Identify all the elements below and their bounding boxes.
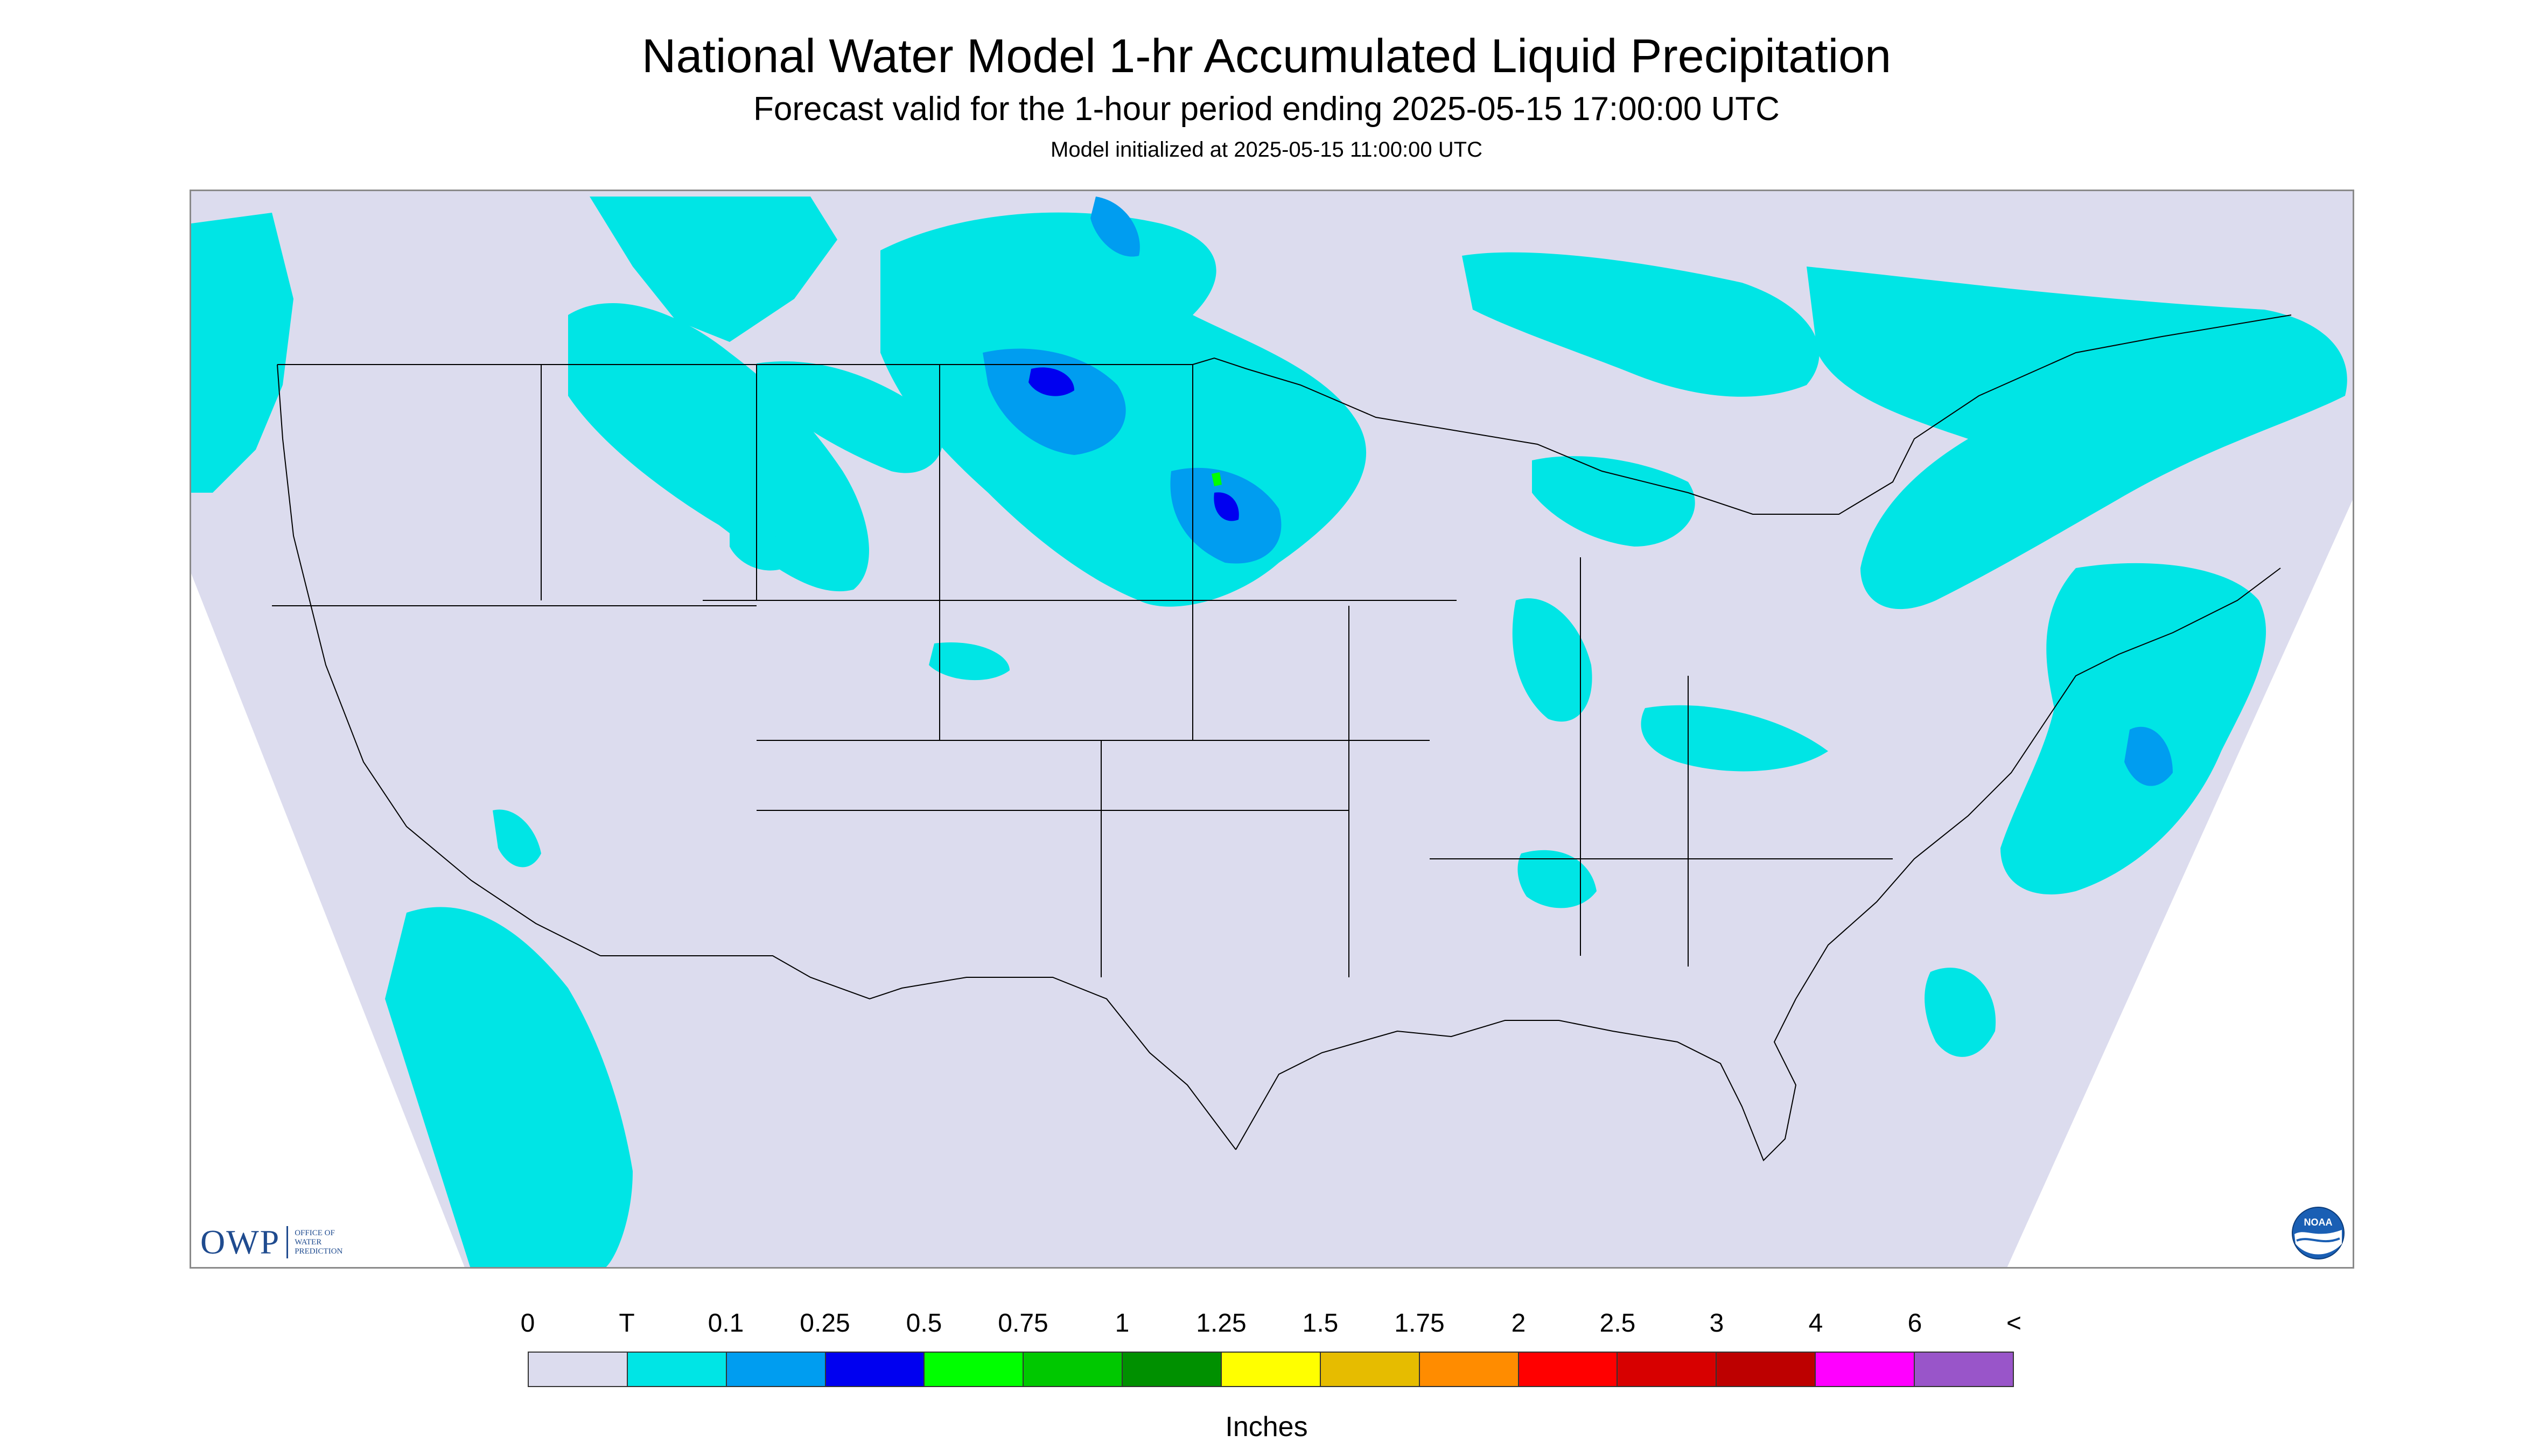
legend-label-9: 1.75 bbox=[1394, 1309, 1445, 1338]
legend-swatch-0 bbox=[529, 1353, 628, 1386]
legend-swatch-1 bbox=[627, 1353, 727, 1386]
precip-mississippi bbox=[1517, 850, 1597, 908]
precip-pacific-northwest bbox=[191, 213, 293, 493]
legend-swatch-12 bbox=[1717, 1353, 1816, 1386]
legend-label-2: 0.1 bbox=[708, 1309, 744, 1338]
precip-wyoming bbox=[730, 525, 794, 571]
precip-mn-max bbox=[1214, 492, 1239, 521]
pacific-coast bbox=[277, 364, 601, 956]
owp-logo: OWP Office of Water Prediction bbox=[200, 1222, 342, 1262]
political-boundaries bbox=[272, 314, 2292, 1161]
model-init-time: Model initialized at 2025-05-15 11:00:00… bbox=[1051, 138, 1482, 162]
legend-label-14: 6 bbox=[1907, 1309, 1922, 1338]
legend-swatch-10 bbox=[1519, 1353, 1618, 1386]
legend-label-7: 1.25 bbox=[1196, 1309, 1247, 1338]
atlantic-coast bbox=[1795, 568, 2281, 999]
legend-swatch-5 bbox=[1024, 1353, 1123, 1386]
legend-label-4: 0.5 bbox=[906, 1309, 942, 1338]
precip-alberta bbox=[590, 197, 837, 342]
legend-label-15: < bbox=[2006, 1309, 2022, 1338]
legend-label-8: 1.5 bbox=[1302, 1309, 1339, 1338]
us-mexico-border bbox=[600, 955, 1236, 1150]
precip-montana-east bbox=[757, 361, 943, 473]
owp-logo-subtext: Office of Water Prediction bbox=[295, 1229, 342, 1256]
legend-label-13: 4 bbox=[1808, 1309, 1823, 1338]
precip-dakota-core bbox=[983, 348, 1126, 455]
legend-label-1: T bbox=[619, 1309, 635, 1338]
moderate-precip-cores bbox=[1028, 367, 1239, 521]
legend-swatch-9 bbox=[1419, 1353, 1519, 1386]
precip-atlantic-core bbox=[2124, 726, 2173, 786]
map-subtitle: Forecast valid for the 1-hour period end… bbox=[753, 90, 1780, 128]
legend-swatch-6 bbox=[1123, 1353, 1222, 1386]
legend-colorbar bbox=[528, 1352, 2014, 1387]
legend-swatch-13 bbox=[1816, 1353, 1915, 1386]
legend-swatch-8 bbox=[1320, 1353, 1420, 1386]
gulf-coast bbox=[1235, 998, 1797, 1161]
legend-label-0: 0 bbox=[520, 1309, 535, 1338]
precip-mn-green bbox=[1212, 472, 1222, 486]
precip-upper-midwest bbox=[1462, 252, 1820, 397]
legend-labels: 0 T 0.1 0.25 0.5 0.75 1 1.25 1.5 1.75 2 2.5 3 4 6 < bbox=[521, 1308, 2021, 1341]
legend-swatch-3 bbox=[825, 1353, 925, 1386]
precip-gulf-atlantic bbox=[1925, 968, 1996, 1057]
precip-dakota-max bbox=[1028, 367, 1074, 396]
precip-western-border bbox=[493, 809, 541, 867]
legend-label-3: 0.25 bbox=[800, 1309, 850, 1338]
legend-label-6: 1 bbox=[1115, 1309, 1130, 1338]
legend-label-5: 0.75 bbox=[998, 1309, 1048, 1338]
precipitation-map[interactable] bbox=[190, 190, 2354, 1269]
precip-alberta-core bbox=[1090, 197, 1140, 257]
owp-sub-line-3: Prediction bbox=[295, 1247, 343, 1256]
map-title: National Water Model 1-hr Accumulated Li… bbox=[641, 29, 1892, 82]
noaa-logo-icon: NOAA bbox=[2292, 1207, 2345, 1259]
owp-sub-line-2: Water bbox=[295, 1237, 322, 1247]
state-line-1 bbox=[272, 365, 1893, 977]
legend-label-12: 3 bbox=[1709, 1309, 1724, 1338]
precip-baja-pacific bbox=[385, 907, 633, 1267]
noaa-logo-text: NOAA bbox=[2304, 1217, 2333, 1228]
map-canvas bbox=[191, 191, 2353, 1267]
legend-swatch-14 bbox=[1915, 1353, 2013, 1386]
legend-swatch-4 bbox=[925, 1353, 1024, 1386]
legend-label-11: 2.5 bbox=[1599, 1309, 1636, 1338]
owp-logo-divider bbox=[286, 1226, 289, 1258]
precip-illinois-indiana bbox=[1512, 598, 1592, 722]
precip-northern-rockies bbox=[568, 303, 869, 592]
legend-swatch-11 bbox=[1618, 1353, 1717, 1386]
legend-swatch-2 bbox=[726, 1353, 826, 1386]
owp-logo-text: OWP bbox=[200, 1223, 281, 1261]
legend-swatch-7 bbox=[1222, 1353, 1321, 1386]
precip-quebec bbox=[1807, 267, 2347, 610]
precip-nebraska bbox=[929, 642, 1010, 681]
canada-us-border bbox=[277, 314, 2292, 515]
owp-sub-line-1: Office of bbox=[295, 1228, 335, 1237]
legend-label-10: 2 bbox=[1511, 1309, 1526, 1338]
precip-great-lakes bbox=[1532, 456, 1695, 547]
legend-units: Inches bbox=[1225, 1411, 1308, 1443]
